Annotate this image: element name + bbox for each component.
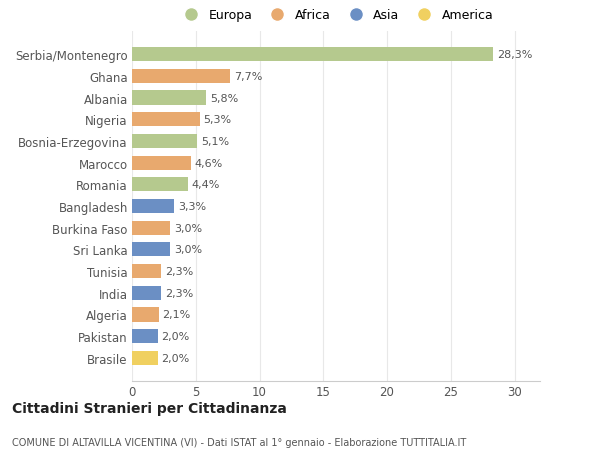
Text: 2,3%: 2,3% [165,288,193,298]
Text: 3,3%: 3,3% [178,202,206,212]
Text: 4,4%: 4,4% [192,180,220,190]
Bar [132,264,161,279]
Text: 7,7%: 7,7% [234,72,262,82]
Text: 3,0%: 3,0% [174,223,202,233]
Text: 5,8%: 5,8% [210,93,238,103]
Text: 5,1%: 5,1% [201,137,229,146]
Bar [132,91,206,106]
Bar [132,48,493,62]
Text: 2,3%: 2,3% [165,267,193,276]
Text: Cittadini Stranieri per Cittadinanza: Cittadini Stranieri per Cittadinanza [12,402,287,415]
Text: 5,3%: 5,3% [203,115,232,125]
Bar [132,308,159,322]
Text: 2,1%: 2,1% [163,310,191,320]
Bar [132,243,170,257]
Text: COMUNE DI ALTAVILLA VICENTINA (VI) - Dati ISTAT al 1° gennaio - Elaborazione TUT: COMUNE DI ALTAVILLA VICENTINA (VI) - Dat… [12,437,466,448]
Text: 3,0%: 3,0% [174,245,202,255]
Bar [132,330,157,343]
Text: 28,3%: 28,3% [497,50,532,60]
Bar [132,221,170,235]
Bar [132,113,200,127]
Bar [132,351,157,365]
Text: 4,6%: 4,6% [194,158,223,168]
Bar [132,200,174,213]
Bar [132,156,191,170]
Text: 2,0%: 2,0% [161,353,190,363]
Bar [132,178,188,192]
Bar [132,134,197,149]
Text: 2,0%: 2,0% [161,331,190,341]
Legend: Europa, Africa, Asia, America: Europa, Africa, Asia, America [178,10,494,22]
Bar [132,70,230,84]
Bar [132,286,161,300]
